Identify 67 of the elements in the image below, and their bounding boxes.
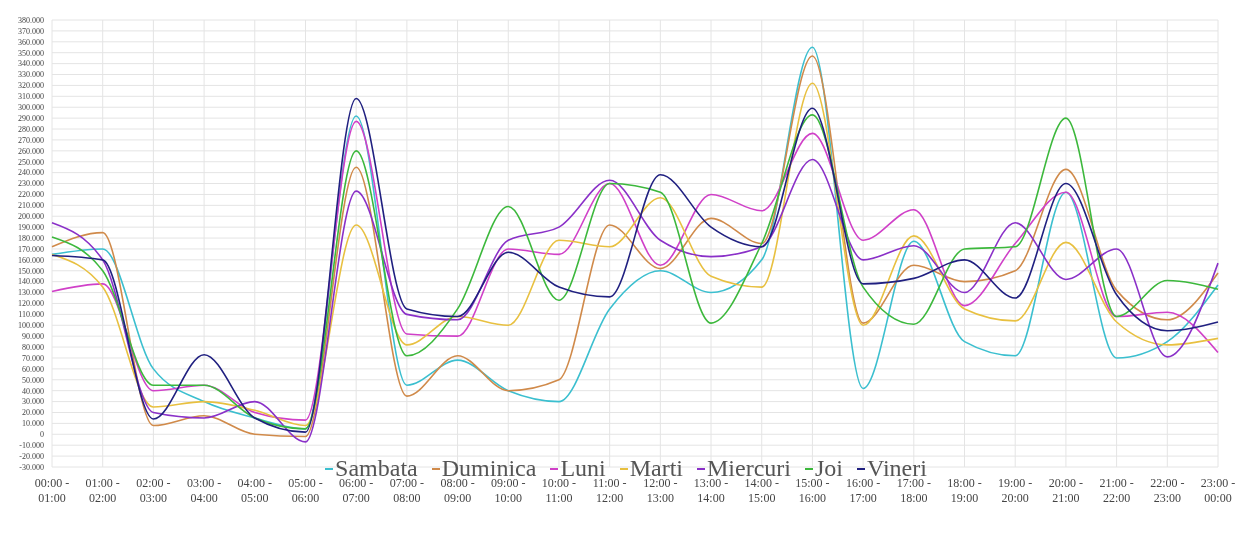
y-tick-label: 360.000 (18, 37, 44, 47)
y-tick-label: 10.000 (22, 419, 44, 429)
y-tick-label: 340.000 (18, 59, 44, 69)
y-tick-label: -30.000 (19, 462, 44, 472)
y-tick-label: 380.000 (18, 15, 44, 25)
x-tick-label: 14:00 - 15:00 (744, 476, 779, 505)
y-tick-label: 50.000 (22, 375, 44, 385)
y-tick-label: 0 (40, 430, 44, 440)
line-series (51, 158, 1219, 443)
y-tick-label: 20.000 (22, 408, 44, 418)
y-tick-label: 230.000 (18, 179, 44, 189)
x-tick-label: 19:00 - 20:00 (998, 476, 1033, 505)
x-tick-label: 02:00 - 03:00 (136, 476, 171, 505)
y-tick-label: 350.000 (18, 48, 44, 58)
y-tick-label: 130.000 (18, 288, 44, 298)
x-tick-label: 09:00 - 10:00 (491, 476, 526, 505)
x-tick-label: 11:00 - 12:00 (592, 476, 627, 505)
x-tick-label: 00:00 - 01:00 (34, 476, 70, 505)
y-tick-label: 180.000 (18, 233, 44, 243)
y-tick-label: 200.000 (18, 212, 44, 222)
y-tick-label: 40.000 (22, 386, 44, 396)
y-tick-label: 370.000 (18, 26, 44, 36)
y-tick-label: -10.000 (19, 441, 44, 451)
x-tick-label: 04:00 - 05:00 (237, 476, 272, 505)
x-tick-label: 23:00 - 00:00 (1200, 476, 1236, 505)
x-tick-label: 10:00 - 11:00 (541, 476, 577, 505)
x-tick-label: 06:00 - 07:00 (339, 476, 374, 505)
y-tick-label: 90.000 (22, 332, 44, 342)
y-tick-label: 70.000 (22, 353, 44, 363)
y-tick-label: 210.000 (18, 201, 44, 211)
y-tick-label: 300.000 (18, 103, 44, 113)
x-tick-label: 05:00 - 06:00 (288, 476, 323, 505)
x-tick-label: 21:00 - 22:00 (1099, 476, 1134, 505)
y-tick-label: 170.000 (18, 244, 44, 254)
x-tick-label: 13:00 - 14:00 (693, 476, 729, 505)
y-tick-label: 160.000 (18, 255, 44, 265)
y-tick-label: 220.000 (18, 190, 44, 200)
y-tick-label: 250.000 (18, 157, 44, 167)
y-tick-label: 290.000 (18, 113, 44, 123)
y-tick-label: 320.000 (18, 81, 44, 91)
y-tick-label: 240.000 (18, 168, 44, 178)
y-tick-label: 280.000 (18, 124, 44, 134)
x-tick-label: 16:00 - 17:00 (845, 476, 881, 505)
y-tick-label: 120.000 (18, 299, 44, 309)
y-tick-label: 140.000 (18, 277, 44, 287)
y-tick-label: 330.000 (18, 70, 44, 80)
x-tick-label: 03:00 - 04:00 (186, 476, 222, 505)
y-tick-label: 150.000 (18, 266, 44, 276)
y-tick-label: 80.000 (22, 342, 44, 352)
x-tick-label: 01:00 - 02:00 (85, 476, 120, 505)
y-tick-label: 270.000 (18, 135, 44, 145)
y-tick-label: 310.000 (18, 92, 44, 102)
x-tick-label: 08:00 - 09:00 (440, 476, 475, 505)
x-tick-label: 20:00 - 21:00 (1048, 476, 1084, 505)
x-tick-label: 22:00 - 23:00 (1150, 476, 1185, 505)
x-tick-label: 18:00 - 19:00 (947, 476, 982, 505)
y-tick-label: 190.000 (18, 222, 44, 232)
y-tick-label: 60.000 (22, 364, 44, 374)
x-tick-label: 07:00 - 08:00 (389, 476, 425, 505)
x-tick-label: 15:00 - 16:00 (795, 476, 830, 505)
y-tick-label: 110.000 (18, 310, 44, 320)
x-tick-label: 12:00 - 13:00 (643, 476, 678, 505)
y-tick-label: -20.000 (19, 451, 44, 461)
y-tick-label: 260.000 (18, 146, 44, 156)
y-tick-label: 100.000 (18, 321, 44, 331)
y-tick-label: 30.000 (22, 397, 44, 407)
x-tick-label: 17:00 - 18:00 (896, 476, 931, 505)
